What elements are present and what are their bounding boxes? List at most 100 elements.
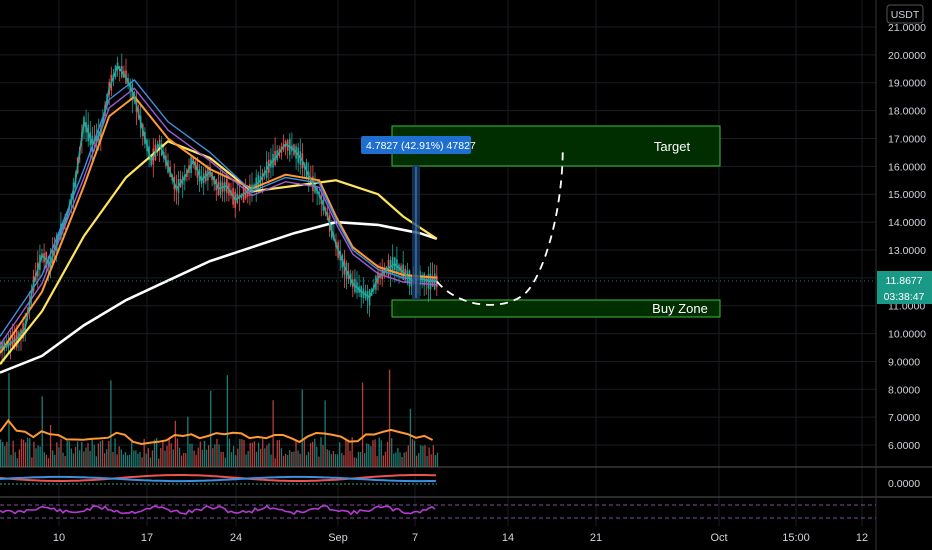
volume-bar <box>318 456 320 467</box>
volume-bar <box>79 450 81 467</box>
volume-bar <box>39 446 41 467</box>
volume-bar <box>270 454 272 467</box>
price-tick-label: 7.0000 <box>888 412 920 424</box>
volume-bar <box>428 447 430 467</box>
volume-bar <box>253 441 256 467</box>
volume-bar <box>393 453 395 467</box>
volume-bar <box>278 439 281 467</box>
price-tick-label: 8.0000 <box>888 384 920 396</box>
volume-bar <box>430 454 432 467</box>
volume-bar <box>239 438 241 467</box>
volume-bar <box>232 446 235 467</box>
volume-bar <box>214 444 216 467</box>
volume-bar <box>37 445 39 467</box>
volume-bar <box>87 443 89 467</box>
volume-bar <box>118 446 120 467</box>
buy-zone[interactable]: Buy Zone <box>391 299 721 318</box>
volume-bar <box>255 451 258 467</box>
volume-bar <box>52 450 54 467</box>
volume-bar <box>295 439 297 467</box>
countdown-value: 03:38:47 <box>884 291 925 303</box>
volume-bar <box>183 453 185 467</box>
volume-bar <box>27 437 29 467</box>
volume-bar <box>351 437 353 467</box>
volume-bar <box>341 452 343 467</box>
volume-bar <box>374 439 376 467</box>
volume-bar <box>349 450 351 467</box>
volume-bar <box>409 408 412 467</box>
volume-bar <box>332 451 335 467</box>
projection-path <box>436 146 564 306</box>
volume-bar <box>81 442 83 467</box>
volume-bar <box>193 450 195 467</box>
price-tick-label: 10.0000 <box>888 329 926 341</box>
volume-bar <box>299 453 301 467</box>
volume-bar <box>187 416 189 467</box>
volume-bar <box>149 457 152 467</box>
volume-bar <box>95 456 97 467</box>
volume-bar <box>180 455 183 467</box>
volume-bar <box>153 439 156 467</box>
volume-bar <box>309 443 312 467</box>
oscillator-line-red <box>0 474 437 482</box>
volume-bar <box>18 449 21 467</box>
volume-bar <box>366 443 368 467</box>
volume-bar <box>210 390 212 467</box>
volume-bar <box>145 453 147 467</box>
volume-bar <box>384 451 387 467</box>
measurement-tool[interactable]: 4.7827 (42.91%) 47827 <box>361 136 476 300</box>
volume-bar <box>60 439 62 467</box>
volume-bar <box>178 447 181 467</box>
volume-bar <box>208 445 210 467</box>
volume-bar <box>276 440 278 467</box>
volume-bar <box>89 450 91 467</box>
volume-bar <box>401 457 403 467</box>
volume-bar <box>133 450 135 467</box>
volume-bar <box>151 450 154 467</box>
volume-bar <box>284 453 287 467</box>
volume-bar <box>314 438 316 467</box>
volume-bar <box>257 442 260 467</box>
volume-bar <box>110 380 112 467</box>
oscillator-panel <box>0 474 876 519</box>
volume-bar <box>359 451 362 467</box>
ma-blue-line <box>0 79 437 337</box>
volume-bar <box>99 441 102 467</box>
volume-bar <box>388 369 391 467</box>
price-tick-label: 20.0000 <box>888 50 926 62</box>
buy-zone-label: Buy Zone <box>652 301 708 316</box>
volume-bar <box>343 455 345 467</box>
oscillator-tick-label: 0.0000 <box>888 478 920 490</box>
volume-bar <box>218 444 220 467</box>
volume-bar <box>147 448 149 467</box>
volume-bar <box>93 444 95 467</box>
volume-bar <box>301 389 303 467</box>
volume-bar <box>355 457 357 467</box>
volume-bar <box>266 445 268 467</box>
measurement-label: 4.7827 (42.91%) 47827 <box>366 140 476 152</box>
volume-bar <box>249 442 251 467</box>
price-tick-label: 6.0000 <box>888 440 920 452</box>
volume-bar <box>353 457 355 467</box>
volume-bar <box>203 440 206 467</box>
volume-bar <box>162 440 164 467</box>
volume-bar <box>228 438 231 467</box>
volume-bar <box>426 456 428 467</box>
volume-ma-line <box>0 418 434 446</box>
volume-bar <box>289 450 291 467</box>
volume-bar <box>54 454 56 467</box>
volume-bar <box>172 449 174 467</box>
volume-bar <box>139 451 141 467</box>
volume-bar <box>91 439 93 467</box>
volume-bar <box>212 448 214 467</box>
volume-bar <box>339 442 341 467</box>
volume-bar <box>137 453 139 467</box>
current-price-value: 11.8677 <box>885 275 922 287</box>
volume-bar <box>336 454 339 467</box>
volume-bar <box>197 447 199 467</box>
volume-bar <box>29 438 31 467</box>
currency-badge: USDT <box>886 4 924 24</box>
volume-bar <box>334 454 337 467</box>
volume-bar <box>168 438 170 467</box>
